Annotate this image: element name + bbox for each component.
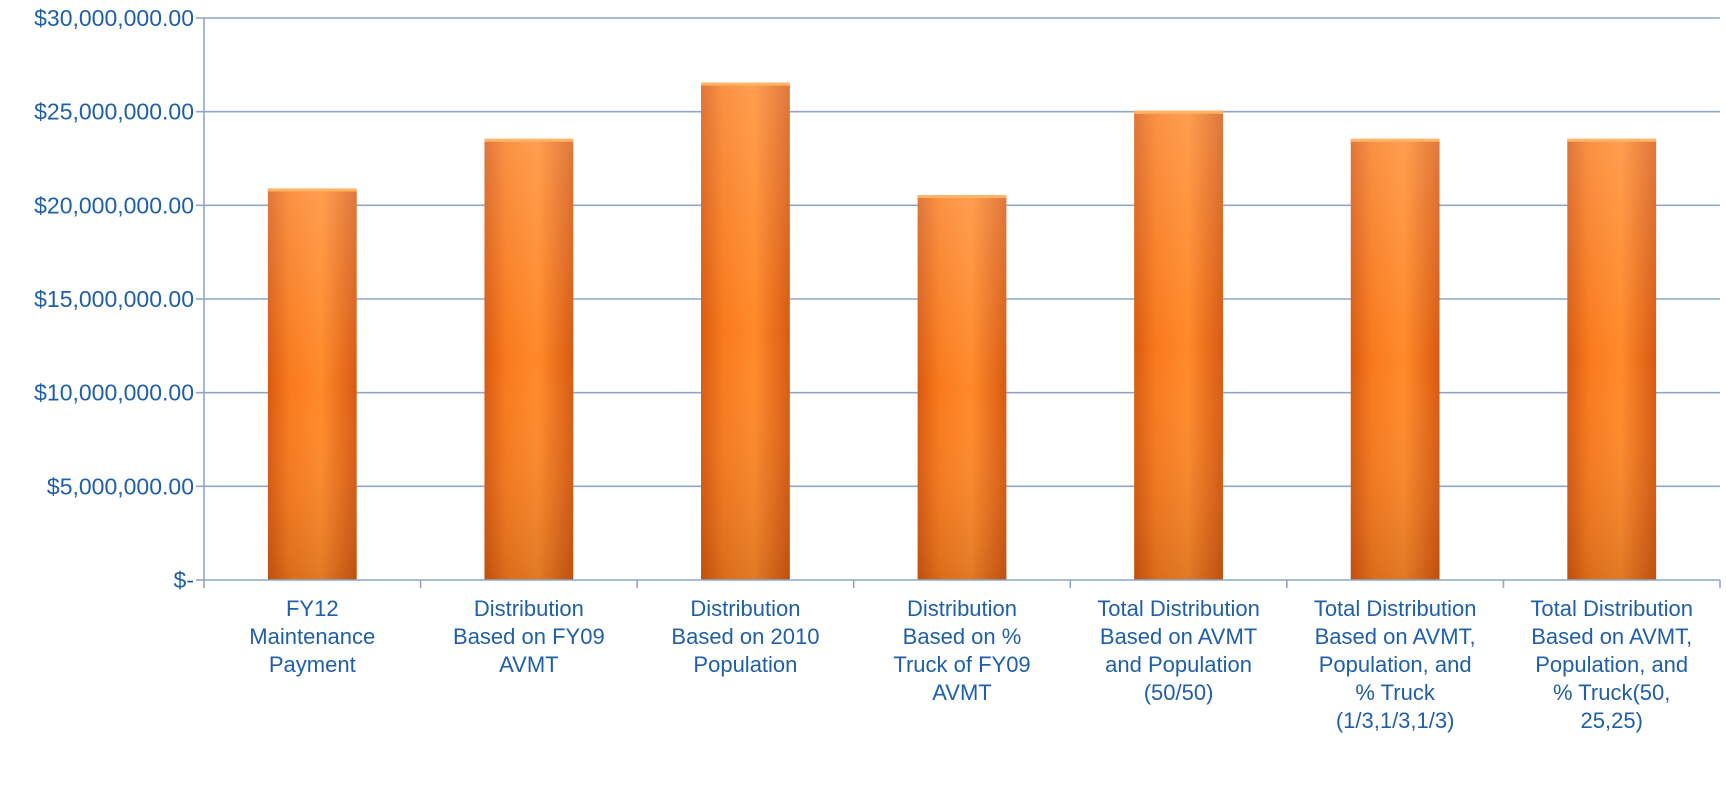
bar-shade bbox=[701, 82, 790, 580]
bar bbox=[1350, 138, 1440, 580]
x-category-label: (50/50) bbox=[1144, 680, 1214, 705]
bar-top-highlight bbox=[1134, 110, 1223, 114]
x-category-label: Distribution bbox=[474, 596, 584, 621]
x-category-label: Based on AVMT, bbox=[1315, 624, 1476, 649]
bar-shade bbox=[1567, 138, 1657, 580]
x-category-label: Based on AVMT, bbox=[1531, 624, 1692, 649]
x-category-label: Total Distribution bbox=[1097, 596, 1260, 621]
y-tick-label: $30,000,000.00 bbox=[34, 5, 194, 31]
x-category-label: Total Distribution bbox=[1314, 596, 1477, 621]
bar-top-highlight bbox=[484, 138, 574, 142]
bar-shade bbox=[484, 138, 574, 580]
x-category-label: Maintenance bbox=[249, 624, 375, 649]
x-category-label: Distribution bbox=[907, 596, 1017, 621]
x-category-label: Population bbox=[693, 652, 797, 677]
x-category-label: AVMT bbox=[932, 680, 991, 705]
x-category-label: Based on AVMT bbox=[1100, 624, 1257, 649]
bar-top-highlight bbox=[267, 188, 357, 192]
x-category-label: (1/3,1/3,1/3) bbox=[1336, 708, 1455, 733]
x-category-label: Based on FY09 bbox=[453, 624, 605, 649]
y-tick-label: $5,000,000.00 bbox=[47, 473, 194, 499]
bar-shade bbox=[1350, 138, 1440, 580]
bar-shade bbox=[1134, 110, 1223, 580]
x-category-labels: FY12 Maintenance Payment Distribution Based … bbox=[249, 596, 1693, 733]
bar-shade bbox=[267, 188, 357, 580]
x-category-label: Total Distribution bbox=[1530, 596, 1693, 621]
bar-top-highlight bbox=[1567, 138, 1657, 142]
y-tick-label: $10,000,000.00 bbox=[34, 380, 194, 406]
bar-top-highlight bbox=[917, 195, 1007, 199]
x-category-label: and Population bbox=[1105, 652, 1252, 677]
bar-top-highlight bbox=[1350, 138, 1440, 142]
y-tick-label: $- bbox=[174, 567, 194, 593]
x-category-label: FY12 bbox=[286, 596, 339, 621]
bar bbox=[1567, 138, 1657, 580]
x-category-label: 25,25) bbox=[1581, 708, 1643, 733]
x-category-label: Truck of FY09 bbox=[893, 652, 1030, 677]
bar bbox=[917, 195, 1007, 580]
bar-top-highlight bbox=[701, 82, 790, 86]
y-tick-label: $25,000,000.00 bbox=[34, 99, 194, 125]
bar-shade bbox=[917, 195, 1007, 580]
y-tick-label: $20,000,000.00 bbox=[34, 192, 194, 218]
x-category-label: % Truck bbox=[1355, 680, 1435, 705]
bar bbox=[701, 82, 790, 580]
x-category-label: Population, and bbox=[1319, 652, 1472, 677]
bar bbox=[267, 188, 357, 580]
x-category-label: Based on 2010 bbox=[671, 624, 819, 649]
x-category-label: AVMT bbox=[499, 652, 558, 677]
y-tick-labels: $- $5,000,000.00 $10,000,000.00 $15,000,000… bbox=[34, 5, 194, 593]
axes bbox=[196, 17, 1721, 588]
x-category-label: Based on % bbox=[903, 624, 1022, 649]
x-category-label: Population, and bbox=[1535, 652, 1688, 677]
bar bbox=[1134, 110, 1223, 580]
x-category-label: % Truck(50, bbox=[1553, 680, 1670, 705]
bar bbox=[484, 138, 574, 580]
bars bbox=[267, 82, 1657, 580]
x-category-label: Payment bbox=[269, 652, 356, 677]
x-category-label: Distribution bbox=[690, 596, 800, 621]
y-tick-label: $15,000,000.00 bbox=[34, 286, 194, 312]
